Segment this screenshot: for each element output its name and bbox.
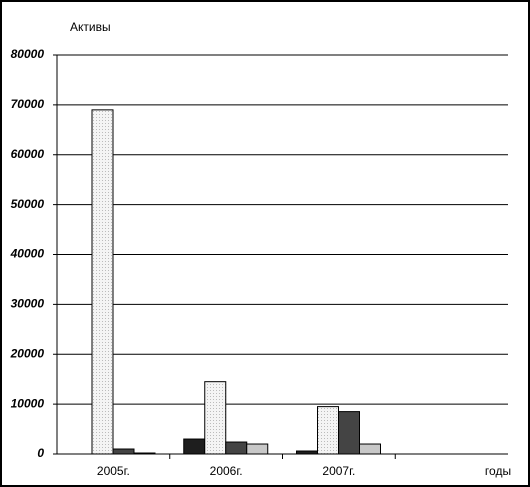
bar — [317, 406, 339, 455]
bar — [359, 443, 381, 455]
bar — [112, 448, 135, 455]
bar — [225, 441, 248, 455]
bar — [246, 443, 269, 455]
bar — [296, 450, 318, 455]
y-tick-label: 40000 — [10, 247, 45, 261]
y-tick-label: 10000 — [11, 396, 45, 410]
bar — [133, 452, 156, 455]
y-tick-label: 20000 — [10, 346, 45, 360]
y-tick-label: 30000 — [11, 297, 45, 311]
y-tick-label: 70000 — [11, 97, 45, 111]
y-tick-label: 50000 — [11, 197, 45, 211]
x-tick-label: 2006г. — [210, 464, 243, 478]
y-tick-label: 60000 — [11, 147, 45, 161]
bar — [338, 411, 360, 455]
y-tick-label: 80000 — [11, 47, 45, 61]
bar — [204, 381, 227, 455]
bar — [91, 109, 114, 455]
x-tick-label: 2007г. — [322, 464, 355, 478]
x-axis-label: годы — [485, 464, 511, 478]
x-tick-label: 2005г. — [97, 464, 130, 478]
bar — [183, 438, 206, 455]
chart-title: Активы — [70, 20, 111, 34]
y-tick-label: 0 — [37, 446, 44, 460]
